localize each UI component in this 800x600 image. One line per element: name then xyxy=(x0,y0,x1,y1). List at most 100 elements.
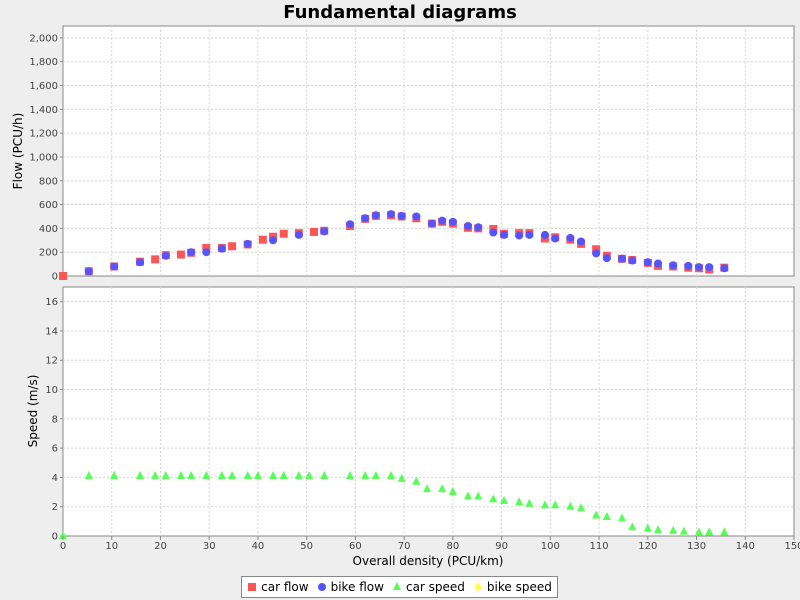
data-point xyxy=(187,470,196,479)
data-point xyxy=(669,261,678,270)
data-point xyxy=(438,484,447,493)
data-point xyxy=(720,527,729,536)
x-tick-label: 30 xyxy=(203,541,216,552)
legend-circle-icon xyxy=(317,583,326,591)
data-point xyxy=(84,470,93,479)
legend-label: car speed xyxy=(405,580,465,594)
data-point xyxy=(463,491,472,500)
data-point xyxy=(386,470,395,479)
x-tick-label: 140 xyxy=(736,541,755,552)
y-tick-label: 2,000 xyxy=(29,33,58,44)
data-point xyxy=(202,244,211,253)
data-point xyxy=(217,244,226,253)
x-tick-label: 60 xyxy=(349,541,362,552)
data-point xyxy=(592,249,601,258)
data-point xyxy=(694,263,703,272)
legend-marker xyxy=(248,583,257,591)
data-point xyxy=(577,503,586,512)
data-point xyxy=(500,230,509,239)
data-point xyxy=(551,234,560,243)
legend-item: bike flow xyxy=(317,580,384,594)
legend-item: car flow xyxy=(247,580,309,594)
data-point xyxy=(427,219,436,228)
data-point xyxy=(161,470,170,479)
data-point xyxy=(151,255,160,264)
data-point xyxy=(448,217,457,226)
data-point xyxy=(161,251,170,260)
data-point xyxy=(628,256,637,265)
data-point xyxy=(202,248,211,257)
y-tick-label: 4 xyxy=(52,473,58,484)
data-point xyxy=(525,230,534,239)
data-point xyxy=(654,525,663,534)
data-point xyxy=(643,258,652,267)
data-point xyxy=(705,263,714,272)
data-point xyxy=(176,470,185,479)
data-point xyxy=(253,470,262,479)
data-point xyxy=(258,235,267,244)
speed-panel: 0 2 4 6 8 10 12 14 16 xyxy=(45,286,795,543)
flow-y-axis-label: Flow (PCU/h) xyxy=(11,113,25,190)
data-point xyxy=(346,470,355,479)
data-point xyxy=(346,220,355,229)
data-point xyxy=(135,470,144,479)
data-point xyxy=(654,259,663,268)
data-point xyxy=(489,494,498,503)
data-point xyxy=(474,223,483,232)
y-tick-label: 6 xyxy=(52,444,58,455)
x-tick-label: 110 xyxy=(590,541,609,552)
data-point xyxy=(135,258,144,267)
data-point xyxy=(540,230,549,239)
data-point xyxy=(386,210,395,219)
data-point xyxy=(279,470,288,479)
speed-plot-area xyxy=(62,286,795,537)
legend-label: car flow xyxy=(261,580,309,594)
data-point xyxy=(59,272,67,280)
x-tick-label: 50 xyxy=(300,541,313,552)
data-point xyxy=(412,476,421,485)
data-point xyxy=(294,230,303,239)
speed-y-axis-label: Speed (m/s) xyxy=(26,375,40,448)
series-bike-flow xyxy=(84,210,729,276)
data-point xyxy=(525,498,534,507)
x-axis-label: Overall density (PCU/km) xyxy=(353,554,504,568)
x-tick-label: 20 xyxy=(154,541,167,552)
x-tick-label: 120 xyxy=(638,541,657,552)
data-point xyxy=(217,470,226,479)
y-tick-label: 1,800 xyxy=(29,57,58,68)
y-tick-label: 800 xyxy=(39,176,58,187)
data-point xyxy=(151,470,160,479)
legend-marker xyxy=(392,582,401,590)
y-tick-label: 2 xyxy=(52,502,58,513)
data-point xyxy=(202,470,211,479)
data-point xyxy=(602,254,611,263)
data-point xyxy=(438,216,447,225)
data-point xyxy=(540,500,549,509)
x-tick-label: 80 xyxy=(446,541,459,552)
data-point xyxy=(643,523,652,532)
y-tick-label: 14 xyxy=(45,326,58,337)
data-point xyxy=(515,497,524,506)
y-tick-label: 16 xyxy=(45,297,58,308)
data-point xyxy=(577,237,586,246)
y-tick-label: 600 xyxy=(39,200,58,211)
series-car-speed xyxy=(59,470,729,539)
data-point xyxy=(500,495,509,504)
y-tick-label: 12 xyxy=(45,356,58,367)
data-point xyxy=(371,470,380,479)
y-tick-label: 0 xyxy=(52,272,58,283)
x-tick-label: 0 xyxy=(60,541,66,552)
flow-plot-area xyxy=(62,25,795,277)
data-point xyxy=(679,526,688,535)
x-tick-label: 150 xyxy=(784,541,800,552)
data-point xyxy=(515,231,524,240)
legend-label: bike speed xyxy=(486,580,552,594)
data-point xyxy=(566,501,575,510)
data-point xyxy=(59,531,67,539)
data-point xyxy=(684,261,693,270)
x-axis: 0 10 20 30 40 50 60 70 80 90 100 110 120 130 140 150 xyxy=(60,536,800,552)
y-tick-label: 1,200 xyxy=(29,129,58,140)
legend-square-icon xyxy=(248,583,257,591)
data-point xyxy=(228,242,237,251)
